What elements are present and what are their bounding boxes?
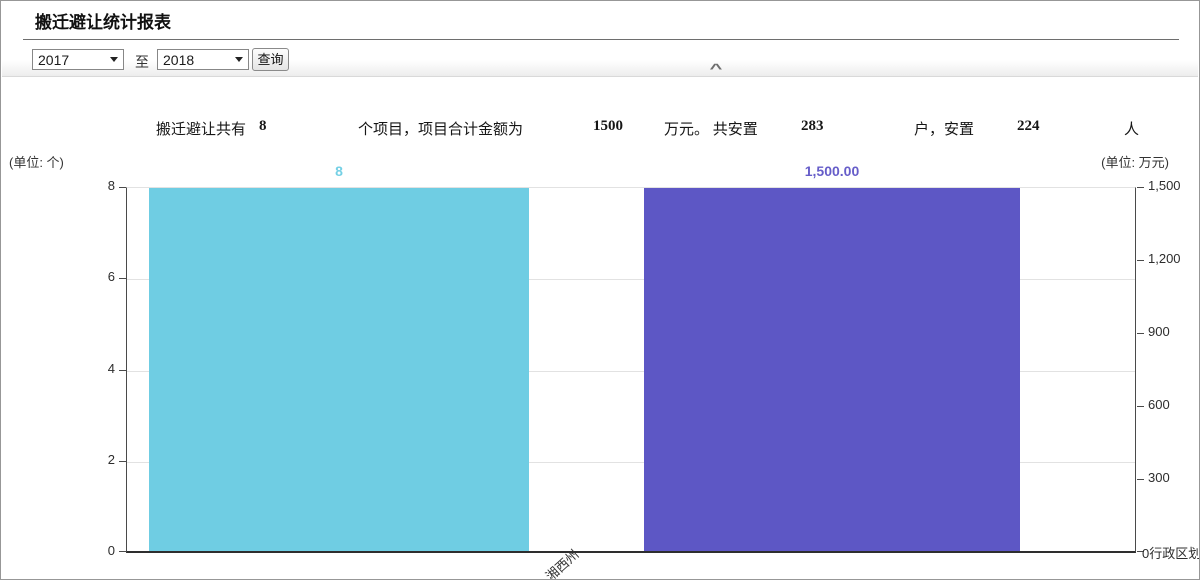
right-axis-label: 600: [1148, 397, 1170, 412]
left-axis-label: 2: [107, 452, 115, 467]
left-axis-tick: [119, 278, 126, 279]
left-axis-unit-label: (单位: 个): [9, 155, 64, 170]
year-to-select[interactable]: 2018: [157, 49, 249, 70]
range-separator-label: 至: [135, 56, 149, 71]
right-axis-zero-label: 0: [1142, 546, 1150, 561]
gridline: [127, 279, 1135, 280]
bar-project-count: [149, 188, 529, 551]
query-toolbar: 2017 至 2018 查询 ^: [2, 40, 1198, 77]
left-axis-tick: [119, 551, 126, 552]
page-title: 搬迁避让统计报表: [35, 13, 171, 32]
summary-label-projects: 搬迁避让共有: [156, 122, 247, 138]
collapse-panel-icon[interactable]: ^: [709, 61, 723, 76]
summary-people-count: 224: [1017, 118, 1040, 134]
summary-project-count: 8: [259, 118, 267, 134]
gridline: [127, 462, 1135, 463]
right-axis-label: 1,200: [1148, 251, 1181, 266]
right-axis-label: 900: [1148, 324, 1170, 339]
right-axis-tick: [1137, 260, 1144, 261]
left-axis-tick: [119, 370, 126, 371]
left-axis-tick: [119, 187, 126, 188]
right-axis-tick: [1137, 551, 1144, 552]
year-to-value: 2018: [163, 52, 195, 68]
gridline: [127, 371, 1135, 372]
chevron-down-icon[interactable]: [106, 51, 122, 68]
summary-total-amount: 1500: [593, 118, 623, 134]
right-axis-tick: [1137, 406, 1144, 407]
chevron-down-icon[interactable]: [231, 51, 247, 68]
title-divider: [23, 39, 1179, 40]
left-axis-label: 8: [107, 178, 115, 193]
summary-label-households: 户，安置: [914, 122, 975, 138]
x-axis-end-labels: 0行政区划: [1142, 543, 1200, 562]
left-axis-label: 4: [107, 361, 115, 376]
query-button[interactable]: 查询: [252, 48, 289, 71]
x-axis-name: 行政区划: [1149, 546, 1200, 561]
right-axis-unit-label: (单位: 万元): [1101, 155, 1169, 170]
right-axis-label: 300: [1148, 470, 1170, 485]
bar-value-label-amount: 1,500.00: [804, 163, 860, 179]
chart-plot-area: [126, 187, 1136, 553]
right-axis-label: 1,500: [1148, 178, 1181, 193]
summary-label-people: 人: [1124, 122, 1140, 138]
year-from-select[interactable]: 2017: [32, 49, 124, 70]
bar-value-label-count: 8: [335, 163, 343, 179]
summary-label-unit-amount: 万元。 共安置: [664, 122, 758, 138]
left-axis-tick: [119, 461, 126, 462]
summary-label-amount: 个项目，项目合计金额为: [358, 122, 524, 138]
year-from-value: 2017: [38, 52, 70, 68]
right-axis-tick: [1137, 187, 1144, 188]
right-axis-tick: [1137, 333, 1144, 334]
bar-total-amount: [644, 188, 1020, 551]
right-axis-tick: [1137, 479, 1144, 480]
left-axis-label: 6: [107, 269, 115, 284]
left-axis-label: 0: [107, 543, 115, 558]
summary-household-count: 283: [801, 118, 824, 134]
